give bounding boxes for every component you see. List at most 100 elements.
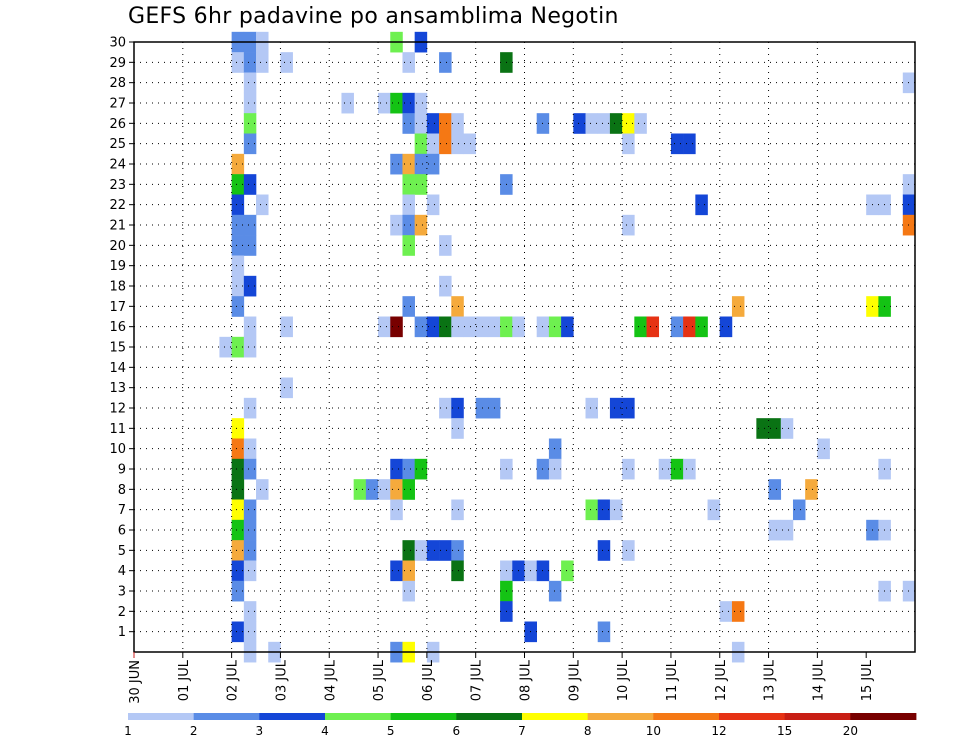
colorbar-swatch (653, 713, 720, 720)
heatmap-cell (231, 560, 245, 582)
colorbar-label: 3 (256, 724, 264, 738)
chart-title: GEFS 6hr padavine po ansamblima Negotin (128, 4, 619, 29)
heatmap-cell (414, 133, 428, 155)
heatmap-cell (585, 113, 599, 134)
heatmap-cell (414, 153, 428, 175)
colorbar-label: 7 (518, 724, 526, 738)
heatmap-cell (414, 214, 428, 236)
colorbar-label: 4 (321, 724, 329, 738)
heatmap-cell (231, 174, 245, 195)
heatmap-cell (731, 601, 745, 622)
x-tick-label: 06 JUL (421, 659, 436, 701)
y-tick-label: 5 (118, 544, 126, 559)
heatmap-cell (768, 519, 782, 541)
heatmap-cell (573, 113, 586, 134)
colorbar-swatch (719, 713, 786, 720)
heatmap-cell (768, 479, 782, 500)
heatmap-cell (219, 336, 232, 358)
heatmap-cell (231, 336, 245, 358)
heatmap-cell (463, 133, 476, 155)
heatmap-cell (243, 560, 257, 582)
x-tick-label: 11 JUL (665, 659, 680, 701)
colorbar-legend: 1 2 3 4 5 6 7 8 10 12 15 20 (124, 713, 917, 738)
heatmap-cell (390, 153, 403, 175)
heatmap-cell (451, 133, 464, 155)
heatmap-cell (426, 540, 440, 561)
heatmap-cell (902, 214, 916, 236)
colorbar-swatch (456, 713, 523, 720)
heatmap-cell (414, 316, 428, 338)
y-axis: 1234567891011121314151617181920212223242… (109, 36, 134, 640)
y-tick-label: 9 (118, 463, 126, 478)
heatmap-cell (243, 336, 257, 358)
y-tick-label: 4 (118, 564, 126, 579)
heatmap-cell (231, 235, 245, 256)
heatmap-cell (622, 458, 635, 480)
heatmap-cell (231, 194, 245, 216)
x-tick-label: 15 JUL (860, 659, 875, 701)
y-tick-label: 26 (109, 117, 126, 132)
heatmap-cell (243, 499, 257, 521)
colorbar-swatch (850, 713, 917, 720)
heatmap-cell (243, 397, 257, 419)
heatmap-cell (378, 316, 391, 338)
heatmap-cell (439, 397, 452, 419)
heatmap-cell (719, 316, 733, 338)
heatmap-cell (256, 194, 269, 216)
heatmap-cell (231, 296, 245, 317)
heatmap-cell (597, 113, 611, 134)
y-tick-label: 24 (109, 158, 126, 173)
heatmap-cell (622, 397, 635, 419)
heatmap-cell (378, 479, 391, 500)
x-tick-label: 30 JUN (128, 660, 143, 704)
heatmap-cell (378, 92, 391, 114)
heatmap-cell (658, 458, 672, 480)
heatmap-cell (402, 52, 415, 73)
heatmap-cell (597, 540, 611, 561)
y-tick-label: 29 (109, 56, 126, 71)
heatmap-cell (622, 133, 635, 155)
colorbar-swatch (193, 713, 260, 720)
x-tick-label: 05 JUL (372, 659, 387, 701)
heatmap-cell (439, 275, 452, 297)
x-tick-label: 13 JUL (763, 659, 778, 701)
heatmap-cell (365, 479, 379, 500)
colorbar-label: 10 (646, 724, 661, 738)
heatmap-cell (243, 458, 257, 480)
colorbar-swatch (259, 713, 326, 720)
colorbar-label: 1 (124, 724, 132, 738)
heatmap-cell (390, 316, 403, 338)
heatmap-cell (390, 214, 403, 236)
y-tick-label: 11 (109, 422, 126, 437)
heatmap-cell (243, 621, 257, 643)
heatmap-cell (439, 235, 452, 256)
heatmap-cell (243, 52, 257, 73)
heatmap-cell (451, 296, 464, 317)
x-tick-label: 10 JUL (616, 659, 631, 701)
heatmap-cell (231, 580, 245, 602)
heatmap-cell (256, 52, 269, 73)
heatmap-cell (280, 377, 293, 399)
heatmap-cell (426, 133, 440, 155)
heatmap-cell (670, 458, 684, 480)
heatmap-cell (439, 540, 452, 561)
heatmap-cell (414, 174, 428, 195)
heatmap-cell (402, 479, 415, 500)
heatmap-cell (280, 316, 293, 338)
heatmap-cell (695, 194, 708, 216)
heatmap-cell (390, 560, 403, 582)
y-tick-label: 19 (109, 259, 126, 274)
heatmap-cell (548, 458, 562, 480)
heatmap-cell (402, 458, 415, 480)
y-tick-label: 13 (109, 381, 126, 396)
heatmap-cell (451, 540, 464, 561)
heatmap-cell (902, 72, 916, 94)
y-tick-label: 12 (109, 402, 126, 417)
y-tick-label: 1 (118, 625, 126, 640)
heatmap-cell (622, 540, 635, 561)
heatmap-cell (414, 113, 428, 134)
heatmap-cell (683, 458, 696, 480)
heatmap-cell (243, 92, 257, 114)
x-axis: 30 JUN 01 JUL 02 JUL 03 JUL 04 JUL 05 JUL 06 J… (128, 652, 875, 704)
colorbar-swatch (522, 713, 589, 720)
